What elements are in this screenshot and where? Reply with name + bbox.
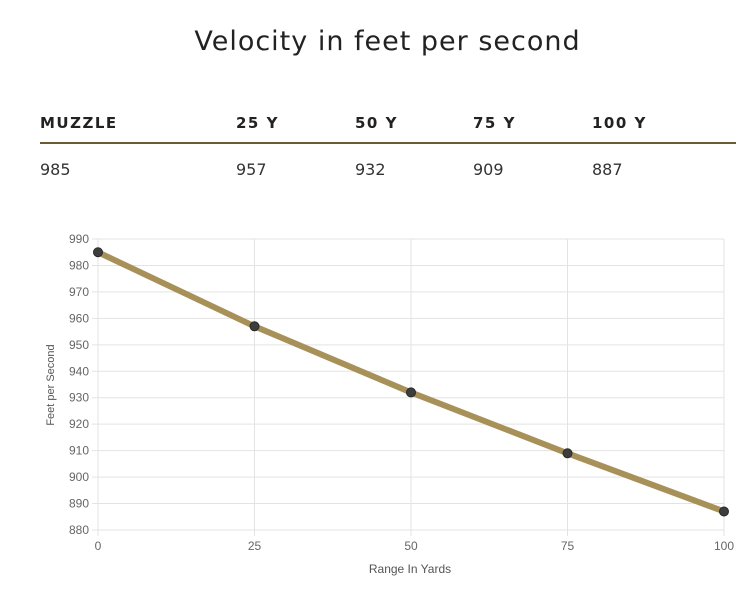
y-tick-label: 970 xyxy=(69,285,89,299)
y-tick-label: 900 xyxy=(69,470,89,484)
y-tick-label: 960 xyxy=(69,311,89,325)
header-75y: 75 Y xyxy=(473,114,516,132)
value-50y: 932 xyxy=(355,160,386,179)
value-25y: 957 xyxy=(236,160,267,179)
x-tick-label: 25 xyxy=(248,539,262,553)
header-100y: 100 Y xyxy=(592,114,647,132)
page-title: Velocity in feet per second xyxy=(194,26,581,57)
velocity-table-row: 985 957 932 909 887 xyxy=(40,156,736,188)
data-point xyxy=(562,448,573,459)
velocity-table: MUZZLE 25 Y 50 Y 75 Y 100 Y xyxy=(40,110,736,142)
data-point xyxy=(93,247,103,258)
series-line xyxy=(95,249,727,515)
y-tick-label: 910 xyxy=(69,444,89,458)
x-tick-label: 50 xyxy=(404,539,418,553)
y-tick-label: 990 xyxy=(69,232,89,246)
y-tick-labels: 880 890 900 910 920 930 940 950 960 970 980 990 xyxy=(69,232,89,537)
x-tick-label: 0 xyxy=(95,539,102,553)
x-axis-label: Range In Yards xyxy=(369,562,451,576)
y-tick-label: 890 xyxy=(69,497,89,511)
value-75y: 909 xyxy=(473,160,504,179)
y-tick-label: 980 xyxy=(69,258,89,272)
velocity-table-header: MUZZLE 25 Y 50 Y 75 Y 100 Y xyxy=(40,110,736,142)
header-muzzle: MUZZLE xyxy=(40,114,118,132)
data-point xyxy=(406,387,416,398)
data-point xyxy=(249,321,260,332)
data-point xyxy=(719,506,729,517)
header-50y: 50 Y xyxy=(355,114,398,132)
chart-grid xyxy=(92,238,725,536)
value-100y: 887 xyxy=(592,160,623,179)
y-tick-label: 940 xyxy=(69,364,89,378)
x-tick-labels: 0 25 50 75 100 xyxy=(95,539,735,553)
table-divider xyxy=(40,142,736,144)
velocity-values: 985 957 932 909 887 xyxy=(40,156,736,188)
x-tick-label: 75 xyxy=(561,539,575,553)
header-25y: 25 Y xyxy=(236,114,279,132)
x-tick-label: 100 xyxy=(714,539,734,553)
y-tick-label: 930 xyxy=(69,391,89,405)
value-muzzle: 985 xyxy=(40,160,71,179)
y-axis-label: Feet per Second xyxy=(45,344,57,425)
data-points xyxy=(93,247,729,517)
y-tick-label: 950 xyxy=(69,338,89,352)
y-tick-label: 880 xyxy=(69,523,89,537)
y-tick-label: 920 xyxy=(69,417,89,431)
